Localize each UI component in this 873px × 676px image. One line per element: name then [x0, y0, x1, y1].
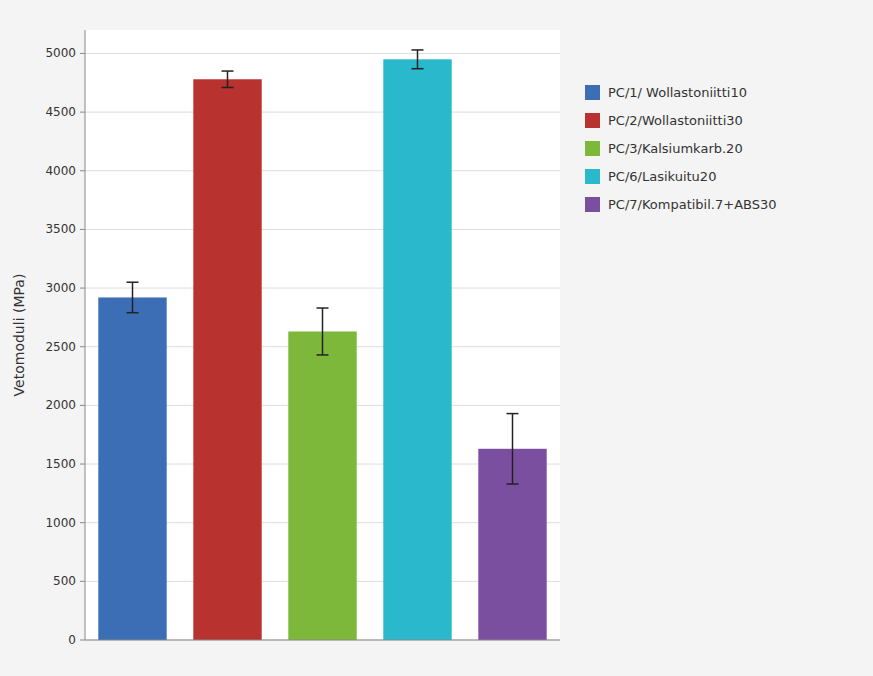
- tick-label: 4500: [45, 105, 76, 119]
- legend-label: PC/2/Wollastoniitti30: [608, 113, 743, 128]
- grid-line: [85, 640, 560, 641]
- error-cap: [317, 354, 329, 356]
- error-line: [227, 71, 229, 87]
- tick-label: 5000: [45, 46, 76, 60]
- error-line: [132, 282, 134, 313]
- y-ticks: 0 500 1000 1500 2000 2500 3000 3500 4000 4500 5000: [45, 46, 85, 647]
- legend-label: PC/1/ Wollastoniitti10: [608, 85, 747, 100]
- tick-label: 1000: [45, 516, 76, 530]
- tick-label: 500: [53, 574, 76, 588]
- tick-mark: [80, 522, 85, 523]
- tick-mark: [80, 464, 85, 465]
- error-cap: [222, 87, 234, 89]
- error-cap: [507, 413, 519, 415]
- plot-background: [85, 30, 560, 640]
- grid-line: [85, 229, 560, 230]
- bar: [383, 59, 451, 640]
- tick-label: 3500: [45, 222, 76, 236]
- tick-label: 3000: [45, 281, 76, 295]
- grid-line: [85, 170, 560, 171]
- grid-line: [85, 288, 560, 289]
- bar: [288, 331, 356, 640]
- error-line: [512, 414, 514, 484]
- tick-mark: [80, 229, 85, 230]
- tick-mark: [80, 53, 85, 54]
- tick-label: 4000: [45, 164, 76, 178]
- tick-label: 1500: [45, 457, 76, 471]
- error-bar: [507, 414, 519, 484]
- tick-mark: [80, 288, 85, 289]
- bar: [98, 297, 166, 640]
- legend-label: PC/3/Kalsiumkarb.20: [608, 141, 743, 156]
- legend-label: PC/6/Lasikuitu20: [608, 169, 716, 184]
- tick-mark: [80, 170, 85, 171]
- error-cap: [222, 70, 234, 72]
- error-cap: [317, 307, 329, 309]
- legend: PC/1/ Wollastoniitti10 PC/2/Wollastoniitt…: [585, 85, 777, 212]
- error-bar: [412, 50, 424, 69]
- error-cap: [127, 281, 139, 283]
- error-cap: [507, 483, 519, 485]
- error-cap: [412, 68, 424, 70]
- legend-swatch: [585, 141, 600, 156]
- tick-mark: [80, 581, 85, 582]
- chart-container: 0 500 1000 1500 2000 2500 3000 3500 4000 4500 5000…: [0, 0, 873, 676]
- legend-swatch: [585, 197, 600, 212]
- bars: [98, 50, 546, 640]
- error-line: [322, 308, 324, 355]
- error-line: [417, 50, 419, 69]
- legend-swatch: [585, 85, 600, 100]
- grid-line: [85, 112, 560, 113]
- tick-label: 2500: [45, 340, 76, 354]
- tick-label: 0: [68, 633, 76, 647]
- error-bar: [127, 282, 139, 313]
- y-axis-line: [85, 30, 86, 640]
- legend-swatch: [585, 169, 600, 184]
- legend-label: PC/7/Kompatibil.7+ABS30: [608, 197, 777, 212]
- legend-swatch: [585, 113, 600, 128]
- y-axis-label: Vetomoduli (MPa): [11, 274, 27, 397]
- tick-mark: [80, 405, 85, 406]
- tick-label: 2000: [45, 398, 76, 412]
- grid: [85, 53, 560, 640]
- tick-mark: [80, 640, 85, 641]
- grid-line: [85, 53, 560, 54]
- error-cap: [127, 312, 139, 314]
- error-bar: [222, 71, 234, 87]
- error-cap: [412, 49, 424, 51]
- error-bar: [317, 308, 329, 355]
- tick-mark: [80, 112, 85, 113]
- tick-mark: [80, 346, 85, 347]
- x-axis-line: [85, 640, 560, 641]
- bar: [193, 79, 261, 640]
- chart-svg: 0 500 1000 1500 2000 2500 3000 3500 4000 4500 5000…: [0, 0, 873, 676]
